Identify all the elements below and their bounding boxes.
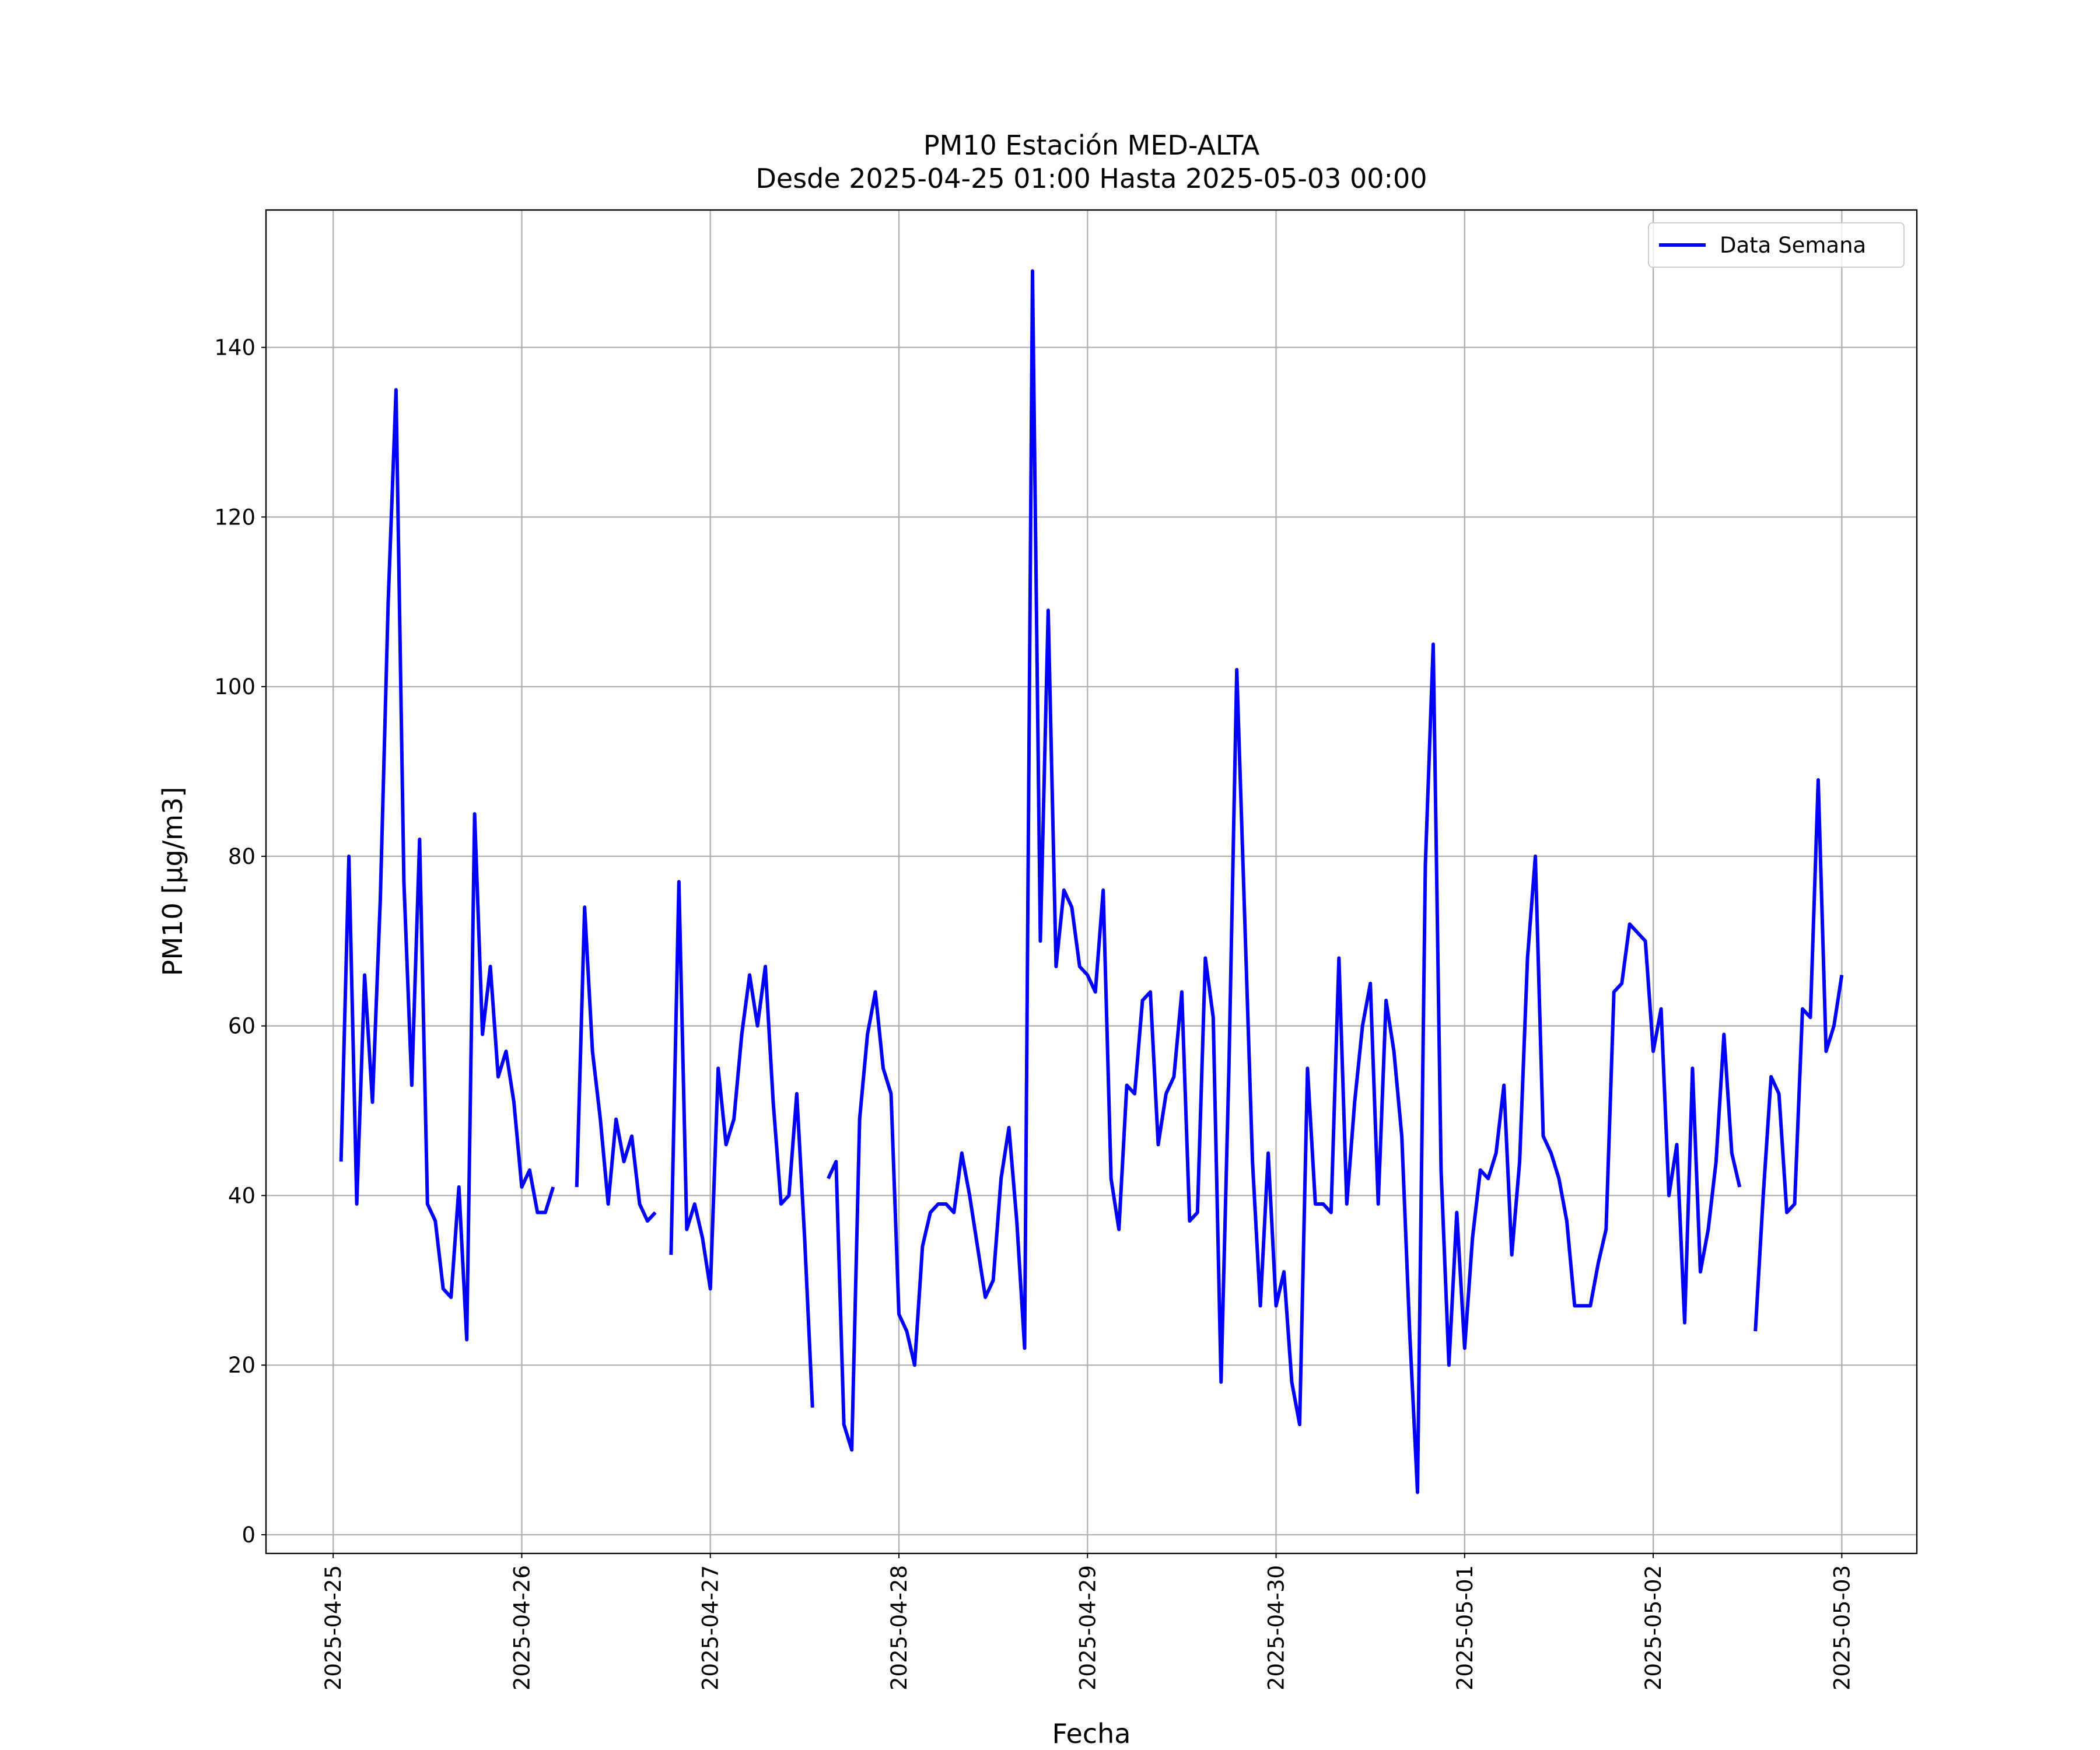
y-tick-label: 60 xyxy=(228,1014,256,1039)
x-tick-label: 2025-04-27 xyxy=(698,1565,723,1690)
legend-box xyxy=(1648,222,1905,268)
y-tick-label: 120 xyxy=(214,505,256,530)
x-tick-label: 2025-05-03 xyxy=(1829,1565,1854,1690)
y-tick-label: 100 xyxy=(214,674,256,699)
legend-label: Data Semana xyxy=(1720,233,1866,258)
y-tick-label: 140 xyxy=(214,335,256,360)
x-tick-label: 2025-04-30 xyxy=(1264,1565,1289,1690)
y-axis-label: PM10 [μg/m3] xyxy=(157,787,188,977)
data-line xyxy=(339,269,1844,1494)
y-tick-label: 40 xyxy=(228,1183,256,1208)
x-tick-label: 2025-05-02 xyxy=(1641,1565,1666,1690)
legend: Data Semana xyxy=(1648,222,1905,268)
chart-title: PM10 Estación MED-ALTA xyxy=(923,130,1260,161)
x-tick-label: 2025-04-28 xyxy=(887,1565,912,1690)
x-axis-label: Fecha xyxy=(1052,1718,1131,1749)
y-tick-label: 80 xyxy=(228,844,256,869)
x-tick-label: 2025-05-01 xyxy=(1452,1565,1478,1690)
x-tick-label: 2025-04-29 xyxy=(1075,1565,1100,1690)
y-tick-label: 20 xyxy=(228,1353,256,1378)
axes-frame xyxy=(265,209,1918,1555)
y-tick-label: 0 xyxy=(242,1522,256,1548)
x-tick-label: 2025-04-26 xyxy=(509,1565,534,1690)
x-tick-label: 2025-04-25 xyxy=(321,1565,346,1690)
chart-subtitle: Desde 2025-04-25 01:00 Hasta 2025-05-03 … xyxy=(755,163,1427,194)
